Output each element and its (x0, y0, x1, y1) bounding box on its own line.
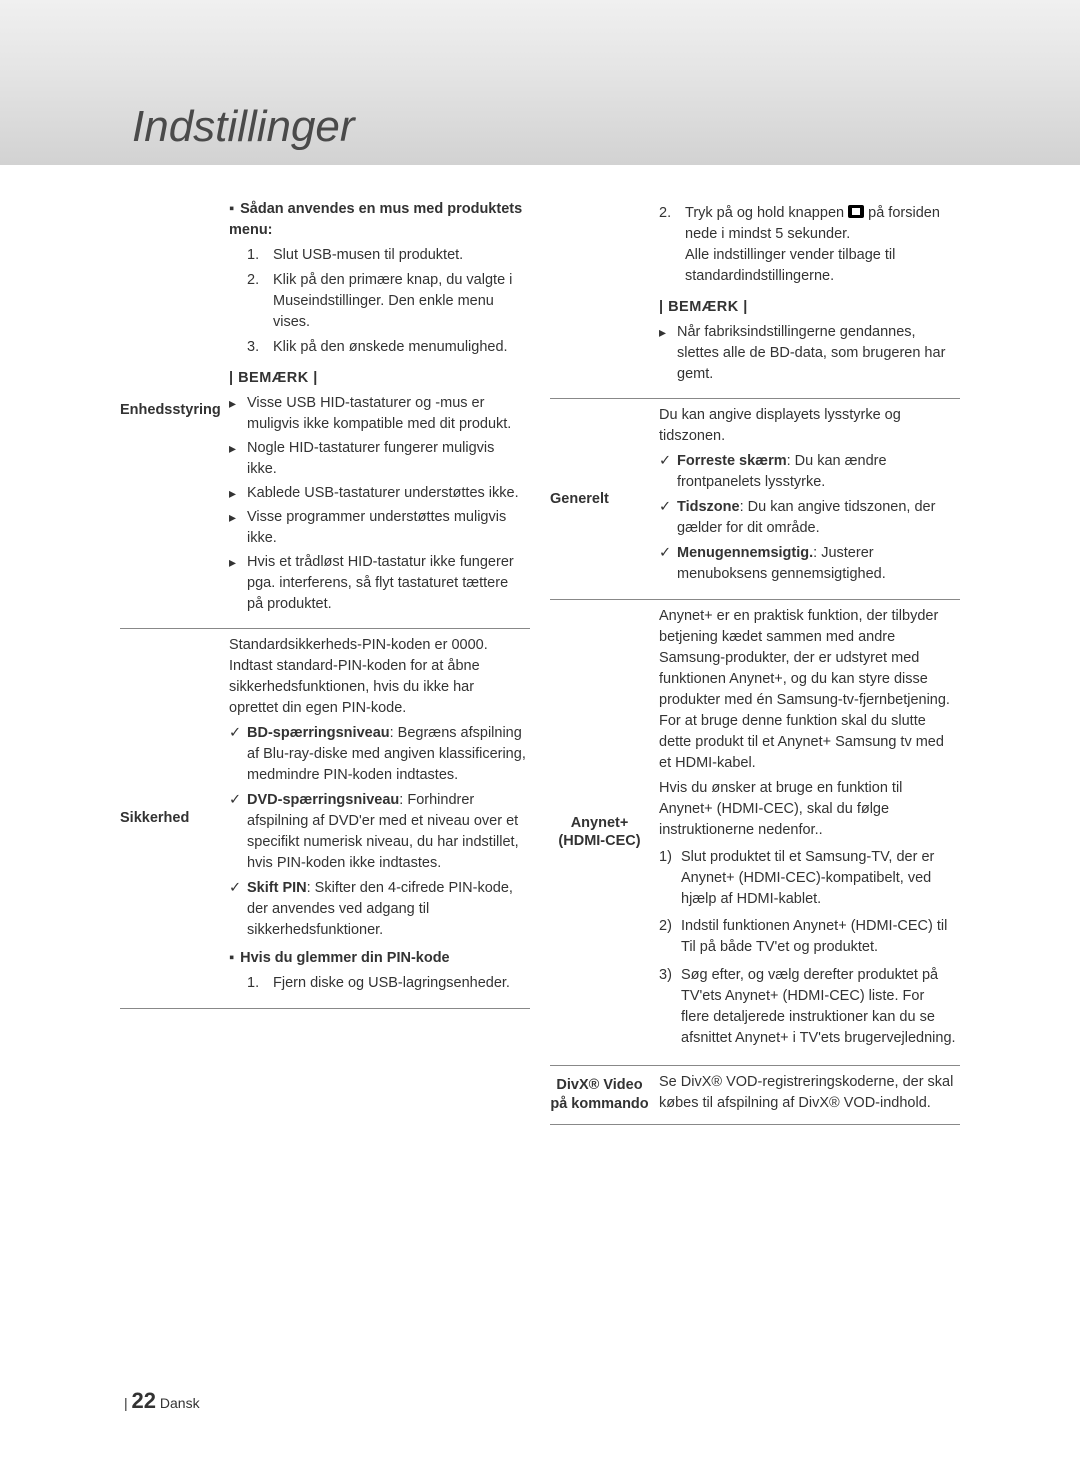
row-body: Se DivX® VOD-registreringskoderne, der s… (655, 1066, 960, 1124)
check-bold: Tidszone (677, 499, 740, 515)
note-text: Hvis et trådløst HID-tastatur ikke funge… (247, 552, 526, 615)
row-label-empty (550, 193, 655, 398)
step-line2: Alle indstillinger vender tilbage til st… (685, 245, 956, 287)
step-item: 3. Klik på den ønskede menumulighed. (247, 337, 526, 358)
check-item: BD-spærringsniveau: Begræns afspilning a… (229, 723, 526, 786)
step-num: 3. (247, 337, 273, 358)
intro-text-2: Hvis du ønsker at bruge en funktion til … (659, 778, 956, 841)
row-label: Sikkerhed (120, 629, 225, 1007)
paren-item: 1) Slut produktet til et Samsung-TV, der… (659, 847, 956, 910)
row-divx: DivX® Video på kommando Se DivX® VOD-reg… (550, 1066, 960, 1125)
check-bold: DVD-spærringsniveau (247, 792, 399, 808)
note-text: Når fabriksindstillingerne gendannes, sl… (677, 322, 956, 385)
row-label: Enhedsstyring (120, 193, 225, 628)
check-item: Skift PIN: Skifter den 4-cifrede PIN-kod… (229, 878, 526, 941)
row-label: Generelt (550, 399, 655, 599)
note-label: | BEMÆRK | (229, 368, 526, 389)
note-item: Hvis et trådløst HID-tastatur ikke funge… (229, 552, 526, 615)
content-area: Enhedsstyring Sådan anvendes en mus med … (0, 165, 1080, 1125)
row-body: Sådan anvendes en mus med produktets men… (225, 193, 530, 628)
mouse-heading: Sådan anvendes en mus med produktets men… (229, 199, 526, 241)
row-generelt: Generelt Du kan angive displayets lyssty… (550, 399, 960, 600)
check-item: Menugennemsigtig.: Justerer menuboksens … (659, 543, 956, 585)
check-bold: BD-spærringsniveau (247, 725, 390, 741)
note-label: | BEMÆRK | (659, 297, 956, 318)
note-item: Visse USB HID-tastaturer og -mus er muli… (229, 393, 526, 435)
intro-text: Standardsikkerheds-PIN-koden er 0000. In… (229, 635, 526, 719)
intro-text: Du kan angive displayets lysstyrke og ti… (659, 405, 956, 447)
row-anynet: Anynet+ (HDMI-CEC) Anynet+ er en praktis… (550, 600, 960, 1065)
step-item: 1. Slut USB-musen til produktet. (247, 245, 526, 266)
step-text: Tryk på og hold knappen på forsiden nede… (685, 203, 956, 287)
row-label: Anynet+ (HDMI-CEC) (550, 600, 655, 1064)
row-body: Anynet+ er en praktisk funktion, der til… (655, 600, 960, 1064)
note-text: Visse programmer understøttes muligvis i… (247, 507, 526, 549)
row-label: DivX® Video på kommando (550, 1066, 655, 1124)
page-number: 22 (132, 1388, 156, 1413)
step-text: Klik på den primære knap, du valgte i Mu… (273, 270, 526, 333)
language-label: Dansk (160, 1395, 200, 1411)
note-text: Nogle HID-tastaturer fungerer muligvis i… (247, 438, 526, 480)
check-bold: Skift PIN (247, 880, 307, 896)
left-column: Enhedsstyring Sådan anvendes en mus med … (120, 193, 530, 1125)
paren-text: Slut produktet til et Samsung-TV, der er… (681, 847, 956, 910)
paren-item: 3) Søg efter, og vælg derefter produktet… (659, 965, 956, 1049)
paren-item: 2) Indstil funktionen Anynet+ (HDMI-CEC)… (659, 916, 956, 958)
note-item: Nogle HID-tastaturer fungerer muligvis i… (229, 438, 526, 480)
step-item: 2. Klik på den primære knap, du valgte i… (247, 270, 526, 333)
row-body: 2. Tryk på og hold knappen på forsiden n… (655, 193, 960, 398)
paren-num: 3) (659, 965, 681, 1049)
page-title: Indstillinger (132, 95, 355, 159)
paren-num: 2) (659, 916, 681, 958)
check-item: Forreste skærm: Du kan ændre frontpanele… (659, 451, 956, 493)
row-enhedsstyring: Enhedsstyring Sådan anvendes en mus med … (120, 193, 530, 629)
note-text: Kablede USB-tastaturer understøttes ikke… (247, 483, 519, 504)
check-bold: Forreste skærm (677, 453, 787, 469)
note-item: Når fabriksindstillingerne gendannes, sl… (659, 322, 956, 385)
note-text: Visse USB HID-tastaturer og -mus er muli… (247, 393, 526, 435)
forgot-heading: Hvis du glemmer din PIN-kode (229, 948, 526, 969)
step-item: 1. Fjern diske og USB-lagringsenheder. (247, 973, 526, 994)
divx-text: Se DivX® VOD-registreringskoderne, der s… (659, 1072, 956, 1114)
row-body: Standardsikkerheds-PIN-koden er 0000. In… (225, 629, 530, 1007)
paren-text: Indstil funktionen Anynet+ (HDMI-CEC) ti… (681, 916, 956, 958)
row-body: Du kan angive displayets lysstyrke og ti… (655, 399, 960, 599)
paren-text: Søg efter, og vælg derefter produktet på… (681, 965, 956, 1049)
row-continuation: 2. Tryk på og hold knappen på forsiden n… (550, 193, 960, 399)
check-item: Tidszone: Du kan angive tidszonen, der g… (659, 497, 956, 539)
step-item: 2. Tryk på og hold knappen på forsiden n… (659, 203, 956, 287)
paren-num: 1) (659, 847, 681, 910)
footer: | 22 Dansk (124, 1385, 200, 1417)
right-column: 2. Tryk på og hold knappen på forsiden n… (550, 193, 960, 1125)
check-bold: Menugennemsigtig. (677, 545, 813, 561)
step-text: Klik på den ønskede menumulighed. (273, 337, 526, 358)
intro-text: Anynet+ er en praktisk funktion, der til… (659, 606, 956, 774)
step-text: Fjern diske og USB-lagringsenheder. (273, 973, 526, 994)
step-num: 1. (247, 973, 273, 994)
stop-icon (848, 205, 864, 218)
step-num: 1. (247, 245, 273, 266)
header-band: Indstillinger (0, 0, 1080, 165)
step-num: 2. (247, 270, 273, 333)
step-pre: Tryk på og hold knappen (685, 205, 848, 221)
check-item: DVD-spærringsniveau: Forhindrer afspilni… (229, 790, 526, 874)
row-sikkerhed: Sikkerhed Standardsikkerheds-PIN-koden e… (120, 629, 530, 1008)
note-item: Visse programmer understøttes muligvis i… (229, 507, 526, 549)
step-text: Slut USB-musen til produktet. (273, 245, 526, 266)
step-num: 2. (659, 203, 685, 287)
note-item: Kablede USB-tastaturer understøttes ikke… (229, 483, 526, 504)
